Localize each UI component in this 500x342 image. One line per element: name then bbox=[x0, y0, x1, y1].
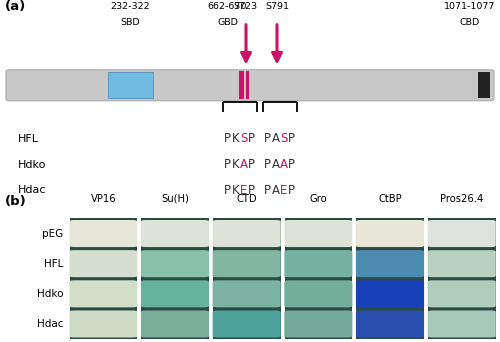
Bar bbox=[428, 219, 496, 339]
FancyBboxPatch shape bbox=[428, 250, 496, 277]
Text: S791: S791 bbox=[265, 2, 289, 11]
Bar bbox=[356, 219, 424, 339]
Text: CtBP: CtBP bbox=[378, 194, 402, 204]
Text: Su(H): Su(H) bbox=[161, 194, 189, 204]
Text: HFL: HFL bbox=[44, 259, 64, 269]
Text: P: P bbox=[224, 132, 231, 145]
Text: K: K bbox=[232, 132, 239, 145]
Text: (a): (a) bbox=[5, 0, 26, 13]
Text: K: K bbox=[232, 158, 239, 171]
Text: Hdac: Hdac bbox=[18, 185, 46, 195]
FancyBboxPatch shape bbox=[212, 280, 281, 307]
Text: A: A bbox=[240, 158, 248, 171]
FancyBboxPatch shape bbox=[69, 280, 138, 307]
Text: Hdac: Hdac bbox=[37, 319, 64, 329]
Text: VP16: VP16 bbox=[90, 194, 116, 204]
Text: P: P bbox=[248, 158, 255, 171]
Bar bbox=[213, 219, 280, 339]
Text: Hdko: Hdko bbox=[18, 160, 46, 170]
Text: P: P bbox=[248, 184, 255, 197]
Bar bbox=[108, 73, 152, 98]
Text: (b): (b) bbox=[5, 195, 27, 208]
Text: S723: S723 bbox=[233, 2, 257, 11]
Text: A: A bbox=[272, 184, 280, 197]
Text: P: P bbox=[248, 132, 255, 145]
Text: P: P bbox=[288, 184, 295, 197]
Text: A: A bbox=[272, 158, 280, 171]
Text: CBD: CBD bbox=[460, 18, 480, 27]
Bar bbox=[284, 219, 352, 339]
Text: A: A bbox=[280, 158, 288, 171]
Text: P: P bbox=[288, 132, 295, 145]
Text: E: E bbox=[280, 184, 287, 197]
FancyBboxPatch shape bbox=[428, 280, 496, 307]
FancyBboxPatch shape bbox=[356, 311, 424, 338]
FancyBboxPatch shape bbox=[69, 250, 138, 277]
FancyBboxPatch shape bbox=[428, 220, 496, 247]
Text: P: P bbox=[264, 158, 271, 171]
FancyBboxPatch shape bbox=[284, 220, 352, 247]
FancyBboxPatch shape bbox=[141, 220, 209, 247]
FancyBboxPatch shape bbox=[428, 311, 496, 338]
FancyBboxPatch shape bbox=[284, 250, 352, 277]
Text: Pros26.4: Pros26.4 bbox=[440, 194, 484, 204]
FancyBboxPatch shape bbox=[141, 311, 209, 338]
Text: 1071-1077: 1071-1077 bbox=[444, 2, 496, 11]
Text: 662-670: 662-670 bbox=[208, 2, 247, 11]
Text: Gro: Gro bbox=[310, 194, 327, 204]
FancyBboxPatch shape bbox=[141, 250, 209, 277]
Text: P: P bbox=[264, 132, 271, 145]
Bar bbox=[478, 73, 490, 98]
Text: 232-322: 232-322 bbox=[110, 2, 150, 11]
Text: P: P bbox=[224, 158, 231, 171]
Text: P: P bbox=[264, 184, 271, 197]
FancyBboxPatch shape bbox=[356, 220, 424, 247]
Text: P: P bbox=[288, 158, 295, 171]
FancyBboxPatch shape bbox=[284, 280, 352, 307]
Bar bbox=[246, 71, 249, 99]
Text: K: K bbox=[232, 184, 239, 197]
FancyBboxPatch shape bbox=[284, 311, 352, 338]
FancyBboxPatch shape bbox=[356, 280, 424, 307]
FancyBboxPatch shape bbox=[212, 220, 281, 247]
Text: CTD: CTD bbox=[236, 194, 257, 204]
Text: P: P bbox=[224, 184, 231, 197]
Bar bbox=[70, 219, 137, 339]
FancyBboxPatch shape bbox=[69, 220, 138, 247]
FancyBboxPatch shape bbox=[6, 70, 494, 101]
Text: Hdko: Hdko bbox=[37, 289, 64, 299]
FancyBboxPatch shape bbox=[69, 311, 138, 338]
FancyBboxPatch shape bbox=[356, 250, 424, 277]
FancyBboxPatch shape bbox=[212, 311, 281, 338]
Text: pEG: pEG bbox=[42, 228, 64, 238]
FancyBboxPatch shape bbox=[212, 250, 281, 277]
Text: S: S bbox=[280, 132, 287, 145]
Text: HFL: HFL bbox=[18, 134, 38, 144]
Text: GBD: GBD bbox=[217, 18, 238, 27]
Text: S: S bbox=[240, 132, 248, 145]
Text: A: A bbox=[272, 132, 280, 145]
Text: SBD: SBD bbox=[120, 18, 140, 27]
Text: E: E bbox=[240, 184, 248, 197]
Bar bbox=[141, 219, 209, 339]
FancyBboxPatch shape bbox=[141, 280, 209, 307]
Bar bbox=[239, 71, 244, 99]
